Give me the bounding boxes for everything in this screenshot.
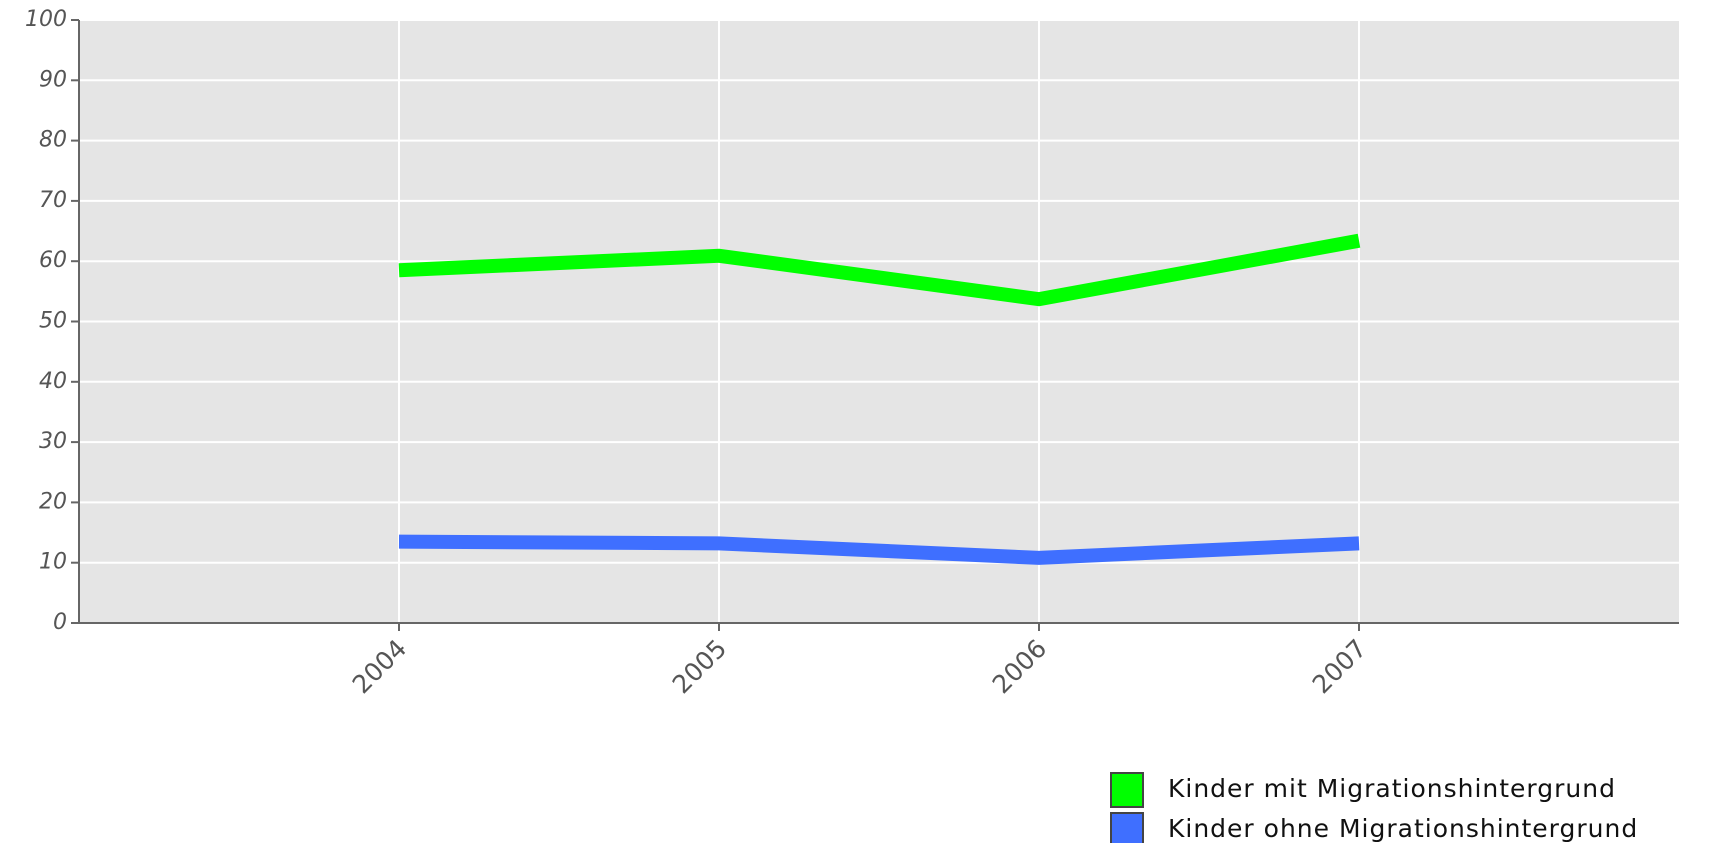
y-tick-label: 70 <box>39 188 67 213</box>
y-tick-label: 10 <box>39 550 67 575</box>
legend-swatch <box>1110 772 1144 808</box>
y-tick-label: 90 <box>39 67 67 92</box>
x-tick-label: 2006 <box>987 634 1052 699</box>
y-tick-label: 40 <box>39 369 67 394</box>
y-tick-label: 60 <box>39 248 67 273</box>
y-tick-label: 50 <box>39 309 67 334</box>
x-tick-label: 2007 <box>1307 634 1372 699</box>
data-line <box>398 534 1360 565</box>
x-tick-label: 2005 <box>667 634 732 699</box>
data-line <box>398 233 1361 307</box>
y-tick-label: 100 <box>25 7 67 32</box>
y-tick-label: 20 <box>39 489 67 514</box>
legend-label: Kinder ohne Migrationshintergrund <box>1168 814 1638 843</box>
x-tick-label: 2004 <box>347 634 412 699</box>
legend-label: Kinder mit Migrationshintergrund <box>1168 774 1616 803</box>
y-tick-label: 30 <box>39 429 67 454</box>
legend-swatch <box>1110 812 1144 843</box>
y-tick-label: 80 <box>39 128 67 153</box>
y-tick-label: 0 <box>53 610 67 635</box>
